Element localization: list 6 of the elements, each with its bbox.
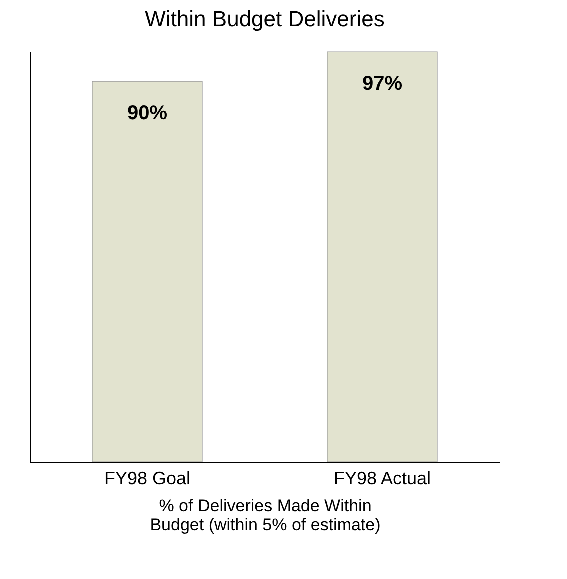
- x-tick-label: FY98 Actual: [334, 468, 432, 488]
- data-label: 90%: [127, 102, 168, 125]
- data-label: 97%: [362, 73, 403, 95]
- x-axis-title: % of Deliveries Made Within Budget (within 5% of estimate): [150, 496, 381, 534]
- chart-title: Within Budget Deliveries: [145, 6, 385, 32]
- x-tick-label: FY98 Goal: [104, 468, 191, 488]
